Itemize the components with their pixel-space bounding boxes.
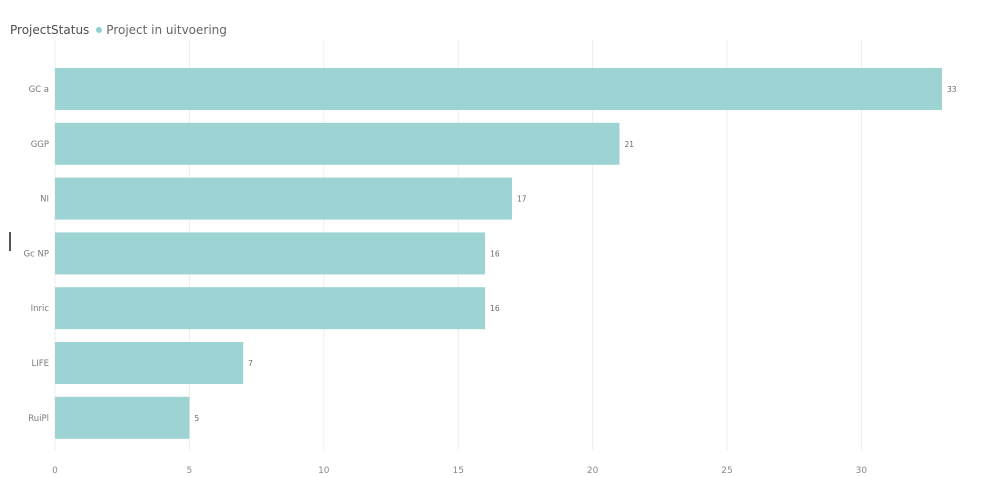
bar-2[interactable]: [55, 177, 512, 220]
bar-0[interactable]: [55, 68, 943, 110]
x-tick-label-10: 10: [318, 466, 330, 476]
category-label-6: RuiPl: [28, 414, 49, 424]
data-label-2: 17: [517, 195, 527, 204]
category-label-2: NI: [40, 195, 49, 205]
bar-6[interactable]: [55, 396, 190, 439]
bars: [55, 68, 943, 439]
legend: ProjectStatus Project in uitvoering: [10, 20, 227, 40]
legend-series-label[interactable]: Project in uitvoering: [106, 23, 227, 37]
data-label-5: 7: [248, 359, 253, 368]
data-label-1: 21: [624, 140, 634, 149]
data-label-6: 5: [194, 414, 199, 423]
legend-title: ProjectStatus: [10, 23, 90, 37]
bar-1[interactable]: [55, 122, 620, 165]
category-label-0: GC a: [29, 85, 49, 95]
x-tick-label-25: 25: [721, 466, 732, 476]
category-label-3: Gc NP: [24, 249, 49, 259]
bar-4[interactable]: [55, 287, 486, 330]
legend-dot-icon: [96, 27, 103, 33]
category-label-1: GGP: [31, 140, 49, 150]
data-label-4: 16: [490, 304, 500, 313]
data-label-0: 33: [947, 85, 957, 94]
x-tick-label-5: 5: [187, 466, 193, 476]
x-tick-label-30: 30: [856, 466, 868, 476]
category-label-4: Inric: [31, 304, 50, 314]
category-label-5: LIFE: [31, 359, 49, 369]
data-label-3: 16: [490, 249, 500, 258]
edge-marker: [9, 232, 11, 251]
x-tick-label-15: 15: [452, 466, 463, 476]
x-tick-label-0: 0: [52, 466, 58, 476]
x-tick-label-20: 20: [587, 466, 599, 476]
labels: 0 5 10 15 20 25 30 GC a 33 GGP 21 NI 17 Gc NP 16 Inric 1…: [24, 85, 957, 476]
bar-5[interactable]: [55, 342, 244, 384]
bar-3[interactable]: [55, 232, 486, 275]
